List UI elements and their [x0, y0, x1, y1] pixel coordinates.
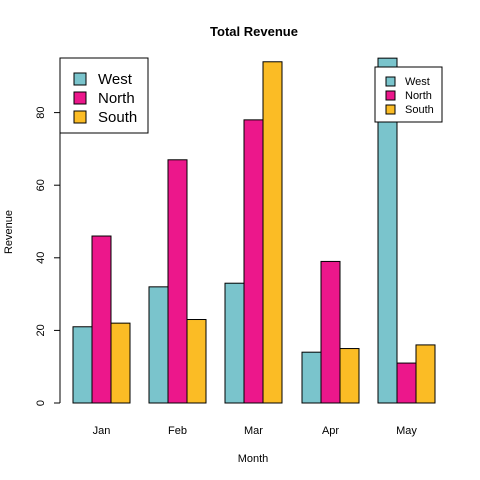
legend-label-south: South: [405, 104, 434, 116]
chart-title: Total Revenue: [210, 24, 298, 39]
legend-label-west: West: [98, 71, 133, 88]
x-tick-label: Mar: [244, 425, 263, 437]
legend-label-west: West: [405, 76, 430, 88]
bar-south-mar: [262, 61, 283, 404]
legend-swatch-north: [385, 90, 396, 101]
y-tick-label: 80: [35, 106, 47, 118]
legend-swatch-west: [385, 76, 396, 87]
y-tick-label: 0: [35, 400, 47, 406]
legend-swatch-south: [385, 104, 396, 115]
bar-west-feb: [148, 286, 169, 404]
y-tick-label: 20: [35, 324, 47, 336]
y-tick-label: 60: [35, 179, 47, 191]
legend-swatch-south: [73, 110, 87, 124]
legend-top-left: West North South: [59, 57, 149, 134]
bar-west-mar: [224, 282, 245, 404]
y-tick-label: 40: [35, 252, 47, 264]
x-tick-label: Jan: [93, 425, 111, 437]
bar-west-jan: [72, 326, 93, 404]
bar-north-jan: [91, 235, 112, 404]
y-axis-label: Revenue: [3, 210, 15, 254]
bar-south-feb: [186, 319, 207, 404]
legend-top-right: West North South: [374, 66, 443, 123]
bars-group: [72, 57, 436, 404]
bar-north-mar: [243, 119, 264, 404]
bar-north-feb: [167, 159, 188, 404]
x-tick-label: May: [396, 425, 417, 437]
legend-swatch-west: [73, 72, 87, 86]
x-axis-label: Month: [238, 453, 269, 465]
bar-north-apr: [320, 260, 341, 404]
bar-north-may: [396, 362, 417, 404]
x-tick-label: Feb: [168, 425, 187, 437]
bar-south-jan: [110, 322, 131, 404]
bar-south-may: [415, 344, 436, 404]
legend-swatch-north: [73, 91, 87, 105]
x-tick-labels: Jan Feb Mar Apr May: [93, 425, 418, 437]
x-tick-label: Apr: [322, 425, 339, 437]
bar-west-apr: [301, 351, 322, 404]
legend-label-north: North: [405, 90, 432, 102]
bar-south-apr: [339, 348, 360, 404]
legend-label-north: North: [98, 90, 135, 107]
bar-west-may: [377, 57, 398, 404]
y-axis: 0 20 40 60 80: [35, 106, 61, 406]
legend-label-south: South: [98, 109, 137, 126]
